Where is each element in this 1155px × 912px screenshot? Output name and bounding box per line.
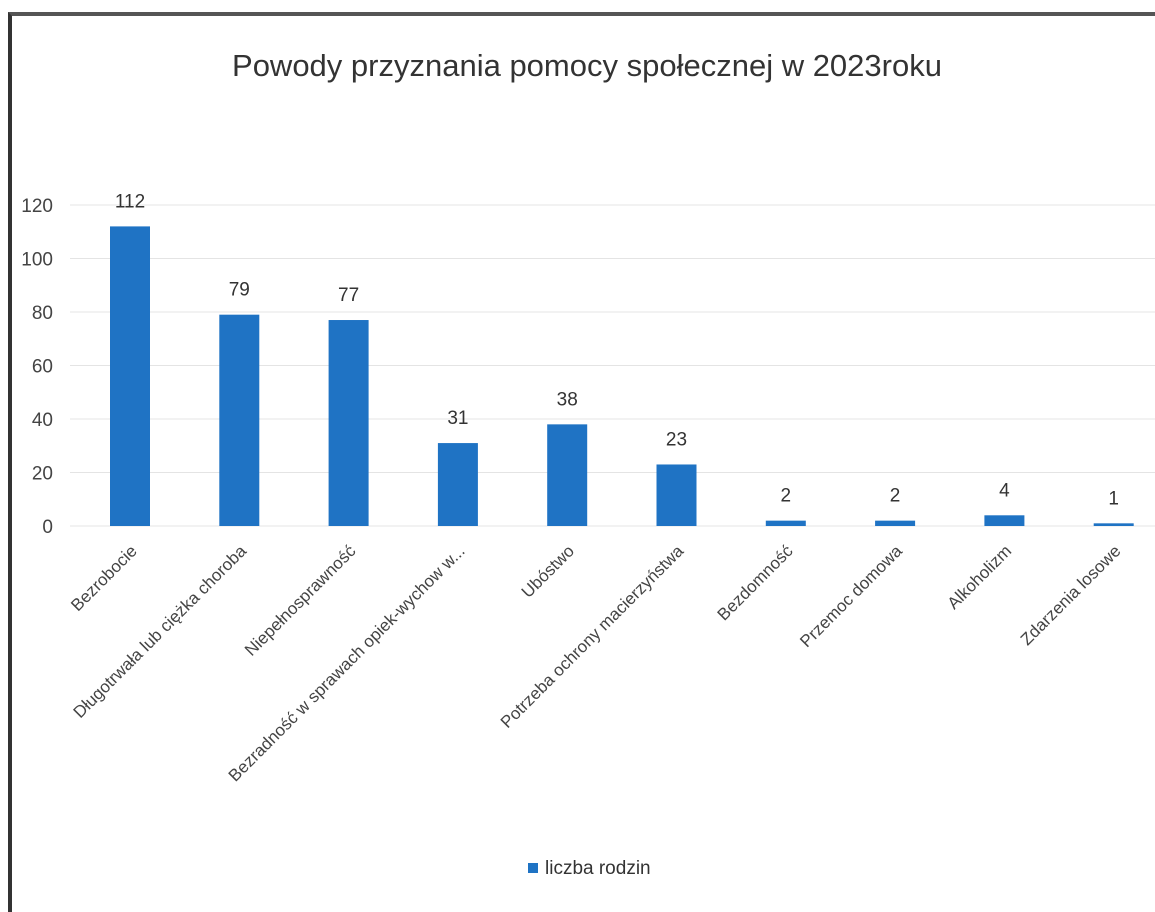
data-label: 2: [781, 486, 792, 507]
gridlines: [70, 204, 1155, 527]
y-tick-label: 100: [21, 250, 53, 271]
y-axis: 0 20 40 60 80 100 120: [21, 196, 53, 538]
x-tick-label: Bezrobocie: [67, 541, 141, 615]
data-label: 112: [115, 191, 145, 212]
x-tick-label: Bezdomność: [714, 541, 797, 624]
bar: [110, 226, 150, 526]
y-tick-label: 120: [21, 196, 53, 217]
y-tick-label: 0: [42, 517, 53, 538]
bar: [1093, 523, 1134, 526]
bars: 112 79 77 31 38 23 2 2 4 1: [110, 191, 1134, 526]
legend-swatch: [528, 863, 538, 873]
bar: [765, 520, 806, 526]
legend: liczba rodzin: [528, 858, 651, 879]
bar: [984, 515, 1025, 526]
data-label: 77: [338, 285, 359, 306]
x-tick-label: Ubóstwo: [518, 541, 578, 601]
y-tick-label: 40: [32, 410, 53, 431]
y-tick-label: 80: [32, 303, 53, 324]
legend-label: liczba rodzin: [545, 858, 651, 879]
bar: [219, 314, 260, 526]
bar: [437, 443, 478, 526]
y-tick-label: 60: [32, 357, 53, 378]
x-tick-label: Niepełnosprawność: [241, 541, 360, 660]
data-label: 79: [229, 280, 250, 301]
data-label: 4: [999, 480, 1010, 501]
y-tick-label: 20: [32, 464, 53, 485]
x-tick-label: Zdarzenia losowe: [1017, 541, 1125, 649]
bar: [547, 424, 588, 526]
chart-title: Powody przyznania pomocy społecznej w 20…: [232, 48, 942, 83]
bar: [328, 320, 369, 526]
data-label: 23: [666, 429, 687, 450]
bar: [656, 464, 697, 526]
data-label: 31: [447, 408, 468, 429]
x-tick-label: Potrzeba ochrony macierzyństwa: [497, 541, 688, 732]
x-tick-label: Przemoc domowa: [796, 541, 906, 651]
bar: [875, 520, 916, 526]
chart-frame: [8, 12, 1155, 912]
data-label: 38: [557, 389, 578, 410]
x-tick-label: Alkoholizm: [944, 541, 1016, 613]
data-label: 2: [890, 486, 901, 507]
x-tick-label: Bezradność w sprawach opiek-wychow w...: [225, 541, 469, 785]
data-label: 1: [1108, 488, 1119, 509]
x-tick-label: Długotrwała lub ciężka choroba: [70, 541, 251, 722]
